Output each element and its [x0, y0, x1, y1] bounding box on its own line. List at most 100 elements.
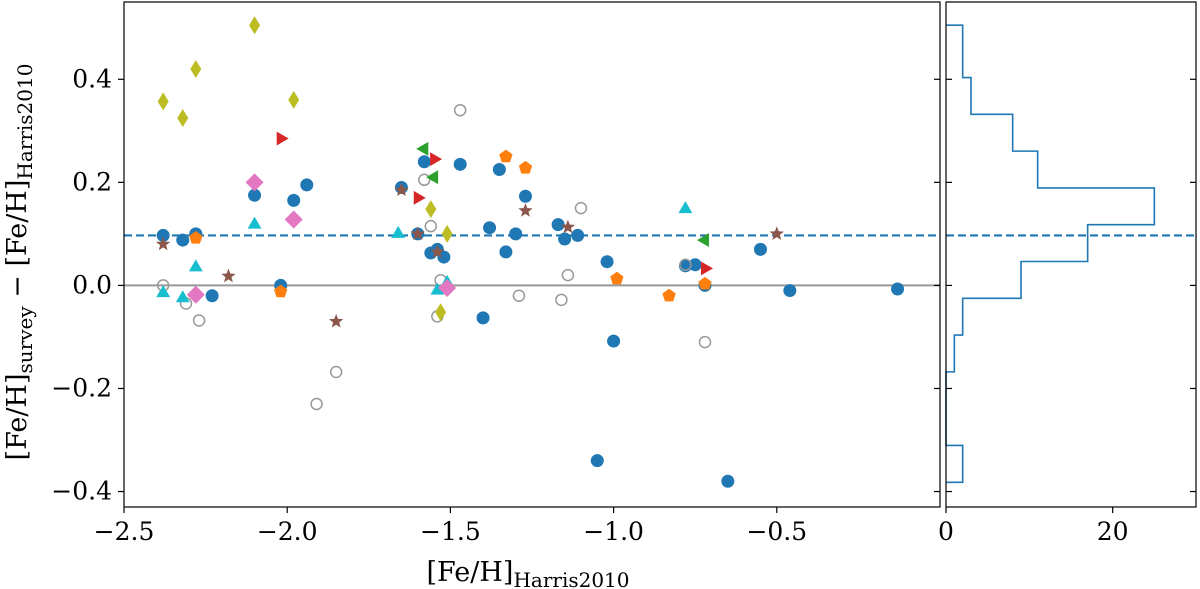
- point-thin-diamond-7: [441, 224, 453, 243]
- side-plot-frame: [945, 1, 1197, 508]
- series-diamonds-olive: [157, 16, 453, 322]
- point-thin-diamond-4: [288, 90, 300, 109]
- point-star-4: [410, 226, 425, 240]
- series-open-circles: [156, 103, 712, 411]
- point-circle-14: [453, 157, 467, 171]
- point-triangle-up-0: [156, 285, 171, 298]
- point-pentagon-4: [610, 271, 624, 285]
- point-star-7: [560, 219, 576, 234]
- point-triangle-up-3: [247, 216, 262, 229]
- point-circle-6: [424, 219, 438, 233]
- y-tick-label: 0.4: [72, 64, 112, 93]
- point-pentagon-3: [518, 160, 533, 174]
- histogram-bin-4: [946, 298, 963, 335]
- histogram-bin-5: [946, 262, 1021, 299]
- point-pentagon-1: [274, 284, 288, 298]
- point-triangle-left-1: [426, 170, 439, 185]
- point-circle-4: [329, 365, 343, 379]
- point-circle-11: [555, 293, 568, 307]
- point-diamond-3: [438, 278, 457, 297]
- point-triangle-left-2: [696, 233, 709, 247]
- main-plot-frame: [123, 1, 941, 508]
- point-diamond-2: [284, 210, 303, 229]
- x-tick-label: −2.5: [94, 517, 155, 546]
- point-pentagon-6: [698, 276, 712, 290]
- point-triangle-right-1: [413, 190, 426, 205]
- y-tick-label: −0.4: [51, 477, 112, 506]
- series-diamonds-pink: [186, 173, 457, 304]
- y-tick-label: 0.0: [72, 270, 112, 299]
- histogram-bars: [945, 24, 1196, 484]
- series-right-triangles-red: [276, 131, 713, 276]
- main-plot-area: −2.5 −2.0 −1.5 −1.0 −0.5 −0.4 −0.2 0.0 0.2 0.4: [51, 1, 941, 546]
- point-circle-26: [607, 334, 621, 348]
- histogram-bin-10: [946, 78, 971, 115]
- point-circle-15: [698, 335, 712, 349]
- series-filled-circles: [156, 155, 905, 488]
- side-x-tick-label: 20: [1097, 517, 1129, 546]
- point-circle-13: [574, 201, 588, 215]
- point-circle-31: [753, 242, 767, 256]
- point-triangle-right-0: [276, 131, 289, 146]
- point-triangle-right-3: [700, 261, 713, 276]
- main-x-axis: −2.5 −2.0 −1.5 −1.0 −0.5: [94, 507, 807, 546]
- side-histogram-panel: 0 20: [938, 1, 1197, 546]
- series-pentagons-orange: [189, 149, 712, 302]
- histogram-bin-3: [946, 335, 954, 372]
- point-triangle-up-1: [175, 290, 190, 303]
- point-diamond-0: [186, 285, 205, 304]
- histogram-bin-6: [946, 225, 1088, 262]
- point-pentagon-5: [662, 288, 676, 302]
- point-circle-9: [453, 103, 467, 117]
- point-circle-5: [418, 173, 431, 187]
- point-circle-32: [783, 284, 797, 298]
- point-star-8: [769, 226, 784, 240]
- point-circle-12: [561, 268, 575, 282]
- point-circle-18: [499, 245, 513, 259]
- point-triangle-up-2: [188, 259, 203, 272]
- point-triangle-up-4: [391, 225, 406, 238]
- point-thin-diamond-3: [249, 16, 261, 35]
- point-circle-24: [590, 454, 604, 468]
- x-tick-label: −1.0: [583, 517, 644, 546]
- y-tick-label: 0.2: [72, 167, 112, 196]
- histogram-bin-0: [946, 445, 963, 482]
- point-circle-19: [509, 227, 523, 241]
- x-tick-label: −0.5: [746, 517, 807, 546]
- x-axis-label: [Fe/H]Harris2010: [427, 557, 630, 589]
- point-diamond-1: [245, 173, 264, 192]
- series-triangles-cyan: [156, 201, 693, 303]
- point-star-0: [156, 236, 171, 251]
- side-y-axis: [946, 78, 1196, 493]
- point-circle-3: [205, 289, 219, 303]
- point-circle-10: [512, 289, 526, 302]
- point-circle-14: [679, 258, 692, 272]
- y-tick-label: −0.2: [51, 373, 112, 402]
- histogram-bin-7: [946, 188, 1154, 225]
- point-circle-23: [571, 228, 585, 242]
- point-triangle-left-0: [416, 141, 429, 156]
- point-star-3: [394, 182, 409, 197]
- point-triangle-up-7: [678, 201, 693, 214]
- point-circle-16: [483, 221, 497, 235]
- series-left-triangles-green: [416, 141, 709, 247]
- point-thin-diamond-6: [435, 303, 447, 322]
- point-star-2: [329, 313, 344, 328]
- point-star-6: [518, 203, 533, 217]
- side-x-axis: 0 20: [938, 507, 1129, 546]
- point-thin-diamond-0: [157, 92, 169, 111]
- point-star-5: [430, 244, 445, 258]
- point-circle-7: [300, 178, 314, 192]
- point-triangle-right-2: [430, 152, 443, 167]
- point-circle-21: [551, 218, 565, 232]
- x-tick-label: −2.0: [257, 517, 318, 546]
- side-x-tick-label: 0: [938, 517, 954, 546]
- point-circle-20: [518, 189, 532, 203]
- point-thin-diamond-1: [177, 108, 189, 127]
- x-tick-label: −1.5: [420, 517, 481, 546]
- histogram-bin-8: [946, 151, 1038, 188]
- point-circle-0: [156, 228, 170, 242]
- point-circle-6: [287, 193, 301, 207]
- point-circle-1: [176, 233, 190, 247]
